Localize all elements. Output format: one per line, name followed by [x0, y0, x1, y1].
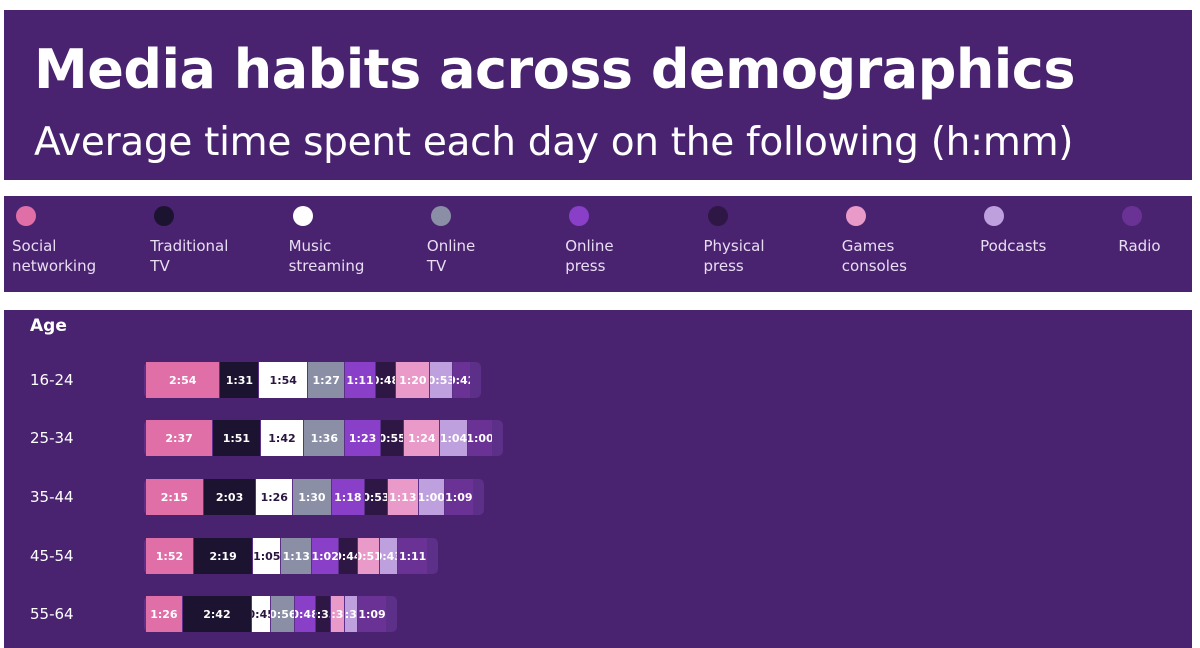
bar-games-consoles-25-34: 1:24 — [404, 420, 440, 456]
bar-podcasts-45-54: 0:43 — [379, 538, 397, 574]
row-label-35-44: 35-44 — [30, 488, 74, 506]
bar-radio-35-44: 1:09 — [444, 479, 474, 515]
legend-item-music-streaming: Music streaming — [281, 196, 411, 292]
bar-social-networking-35-44: 2:15 — [146, 479, 203, 515]
legend-item-radio: Radio — [1110, 196, 1200, 292]
bar-radio-45-54: 1:11 — [397, 538, 428, 574]
bar-online-tv-35-44: 1:30 — [293, 479, 331, 515]
bar-traditional-tv-45-54: 2:19 — [193, 538, 253, 574]
legend-label-online-tv: Online TV — [426, 237, 476, 275]
bar-social-networking-45-54: 1:52 — [146, 538, 193, 574]
legend-item-traditional-tv: Traditional TV — [142, 196, 272, 292]
bar-online-tv-55-64: 0:56 — [271, 596, 295, 632]
bar-podcasts-35-44: 1:00 — [418, 479, 444, 515]
bar-traditional-tv-25-34: 1:51 — [213, 420, 260, 456]
bar-music-streaming-35-44: 1:26 — [256, 479, 293, 515]
bar-social-networking-55-64: 1:26 — [146, 596, 182, 632]
bar-online-tv-16-24: 1:27 — [308, 362, 345, 398]
row-label-55-64: 55-64 — [30, 605, 74, 623]
bar-music-streaming-25-34: 1:42 — [260, 420, 304, 456]
legend-item-social-networking: Social networking — [4, 196, 134, 292]
legend: Social networking Traditional TV Music str… — [4, 196, 1192, 292]
bar-radio-16-24: 0:42 — [453, 362, 471, 398]
legend-swatch-games-consoles — [845, 206, 866, 226]
legend-swatch-physical-press — [707, 206, 728, 226]
bar-games-consoles-55-64: 0:33 — [330, 596, 344, 632]
header-banner: Media habits across demographics Average… — [4, 10, 1192, 180]
bar-physical-press-16-24: 0:48 — [375, 362, 396, 398]
row-label-16-24: 16-24 — [30, 371, 74, 389]
bar-music-streaming-45-54: 1:05 — [253, 538, 281, 574]
bar-physical-press-25-34: 0:55 — [380, 420, 404, 456]
bar-physical-press-55-64: 0:35 — [315, 596, 330, 632]
legend-label-traditional-tv: Traditional TV — [150, 237, 229, 275]
legend-item-online-press: Online press — [557, 196, 687, 292]
chart-subtitle: Average time spent each day on the follo… — [34, 120, 1074, 165]
legend-swatch-podcasts — [984, 206, 1005, 226]
chart-area: Age 16-242:541:311:541:271:110:481:200:5… — [4, 310, 1192, 648]
bar-music-streaming-55-64: 0:45 — [252, 596, 271, 632]
bar-online-press-55-64: 0:48 — [295, 596, 315, 632]
legend-swatch-radio — [1122, 206, 1143, 226]
bar-physical-press-45-54: 0:44 — [338, 538, 357, 574]
bar-social-networking-25-34: 2:37 — [146, 420, 213, 456]
bar-music-streaming-16-24: 1:54 — [259, 362, 308, 398]
y-axis-label: Age — [30, 316, 67, 336]
bar-podcasts-25-34: 1:04 — [440, 420, 467, 456]
bar-online-press-45-54: 1:02 — [312, 538, 338, 574]
legend-item-games-consoles: Games consoles — [834, 196, 964, 292]
legend-label-music-streaming: Music streaming — [288, 237, 365, 275]
legend-item-podcasts: Podcasts — [972, 196, 1102, 292]
legend-label-games-consoles: Games consoles — [841, 237, 907, 275]
legend-label-podcasts: Podcasts — [980, 237, 1047, 255]
legend-label-social-networking: Social networking — [12, 237, 97, 275]
bar-radio-55-64: 1:09 — [357, 596, 387, 632]
bar-online-press-35-44: 1:18 — [331, 479, 365, 515]
bar-physical-press-35-44: 0:53 — [365, 479, 387, 515]
bar-podcasts-16-24: 0:53 — [430, 362, 453, 398]
bar-traditional-tv-55-64: 2:42 — [182, 596, 252, 632]
bar-online-press-25-34: 1:23 — [345, 420, 380, 456]
legend-swatch-music-streaming — [292, 206, 313, 226]
bar-online-tv-25-34: 1:36 — [304, 420, 345, 456]
bar-games-consoles-35-44: 1:13 — [387, 479, 418, 515]
legend-swatch-online-tv — [430, 206, 451, 226]
bar-traditional-tv-16-24: 1:31 — [220, 362, 259, 398]
chart-title: Media habits across demographics — [34, 38, 1075, 101]
bar-podcasts-55-64: 0:30 — [344, 596, 357, 632]
legend-swatch-online-press — [569, 206, 590, 226]
legend-label-online-press: Online press — [565, 237, 614, 275]
bar-radio-25-34: 1:00 — [467, 420, 493, 456]
legend-item-physical-press: Physical press — [696, 196, 826, 292]
legend-swatch-social-networking — [16, 206, 36, 226]
legend-label-radio: Radio — [1118, 237, 1161, 255]
bar-games-consoles-45-54: 0:51 — [357, 538, 379, 574]
bar-social-networking-16-24: 2:54 — [146, 362, 220, 398]
legend-item-online-tv: Online TV — [419, 196, 549, 292]
row-label-25-34: 25-34 — [30, 429, 74, 447]
bar-online-press-16-24: 1:11 — [345, 362, 375, 398]
legend-label-physical-press: Physical press — [703, 237, 765, 275]
legend-swatch-traditional-tv — [154, 206, 175, 226]
bar-games-consoles-16-24: 1:20 — [396, 362, 430, 398]
row-label-45-54: 45-54 — [30, 547, 74, 565]
bar-traditional-tv-35-44: 2:03 — [203, 479, 256, 515]
bar-online-tv-45-54: 1:13 — [281, 538, 312, 574]
